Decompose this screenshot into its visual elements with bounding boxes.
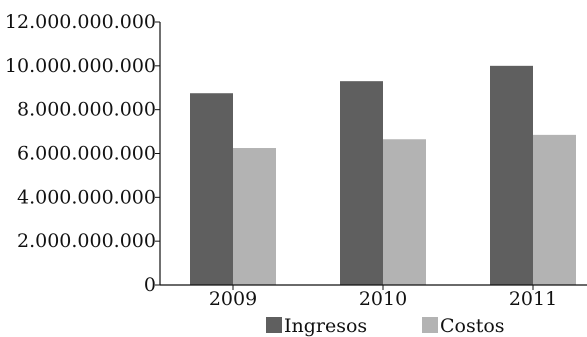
- y-tick-label: 2.000.000.000: [17, 230, 156, 252]
- x-tick-label: 2009: [209, 288, 257, 310]
- y-tick-label: 0: [144, 274, 156, 296]
- bar-costos-2011: [533, 134, 576, 285]
- bar-costos-2010: [383, 139, 426, 285]
- legend-swatch-ingresos: [266, 317, 282, 333]
- y-tick-label: 4.000.000.000: [17, 186, 156, 208]
- legend-label-ingresos: Ingresos: [284, 315, 367, 337]
- y-axis-ticks: 0 2.000.000.000 4.000.000.000 6.000.000.000…: [5, 11, 160, 296]
- y-tick-label: 10.000.000.000: [5, 55, 156, 77]
- legend-swatch-costos: [422, 317, 438, 333]
- y-tick-label: 12.000.000.000: [5, 11, 156, 33]
- y-tick-label: 6.000.000.000: [17, 143, 156, 165]
- x-axis-ticks: 2009 2010 2011: [209, 285, 557, 310]
- y-tick-label: 8.000.000.000: [17, 99, 156, 121]
- bar-ingresos-2009: [190, 93, 233, 286]
- legend: Ingresos Costos: [266, 315, 505, 337]
- x-tick-label: 2011: [509, 288, 557, 310]
- bars-layer: [190, 65, 576, 286]
- legend-label-costos: Costos: [440, 315, 505, 337]
- bar-ingresos-2011: [490, 65, 533, 285]
- bar-costos-2009: [233, 148, 276, 285]
- bar-ingresos-2010: [340, 81, 383, 285]
- x-tick-label: 2010: [359, 288, 407, 310]
